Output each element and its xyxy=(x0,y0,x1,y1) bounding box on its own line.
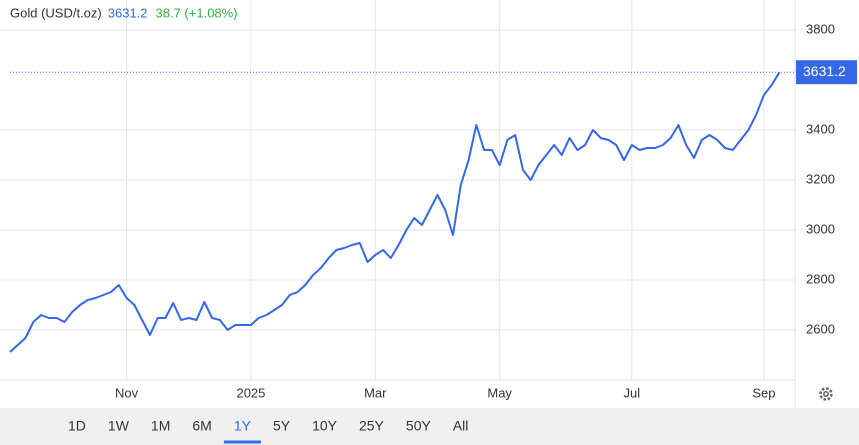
x-tick-label: 2025 xyxy=(236,385,265,400)
price-change: 38.7 (+1.08%) xyxy=(156,5,238,20)
range-button[interactable]: 5Y xyxy=(273,418,291,434)
plot xyxy=(9,71,795,353)
y-tick-label: 3000 xyxy=(806,221,835,236)
y-tick-label: 3400 xyxy=(806,121,835,136)
price-line xyxy=(9,71,781,353)
chart-title: Gold (USD/t.oz) xyxy=(10,5,102,20)
range-button[interactable]: 6M xyxy=(192,418,211,434)
x-tick-label: Jul xyxy=(623,385,640,400)
range-buttons: 1D 1W 1M 6M 1Y 5Y 10Y 25Y 50Y All xyxy=(68,418,469,444)
range-bar xyxy=(0,408,859,445)
y-tick-label: 3200 xyxy=(806,171,835,186)
x-tick-label: May xyxy=(487,385,512,400)
last-value-box xyxy=(796,60,857,85)
y-tick-label: 2800 xyxy=(806,271,835,286)
last-value-label: 3631.2 xyxy=(803,63,846,79)
y-tick-label: 3800 xyxy=(806,21,835,36)
price: 3631.2 xyxy=(108,5,148,20)
x-tick-label: Sep xyxy=(752,385,775,400)
x-tick-label: Mar xyxy=(364,385,387,400)
grid xyxy=(0,0,795,380)
range-button[interactable]: 1Y xyxy=(234,418,252,434)
range-button[interactable]: 1W xyxy=(108,418,130,434)
x-tick-label: Nov xyxy=(115,385,139,400)
range-button[interactable]: 10Y xyxy=(312,418,338,434)
settings-icon[interactable] xyxy=(819,387,833,401)
range-button[interactable]: All xyxy=(453,418,469,434)
range-button[interactable]: 50Y xyxy=(406,418,432,434)
range-button[interactable]: 1D xyxy=(68,418,86,434)
y-tick-label: 2600 xyxy=(806,321,835,336)
range-button[interactable]: 1M xyxy=(151,418,170,434)
range-button[interactable]: 25Y xyxy=(359,418,385,434)
